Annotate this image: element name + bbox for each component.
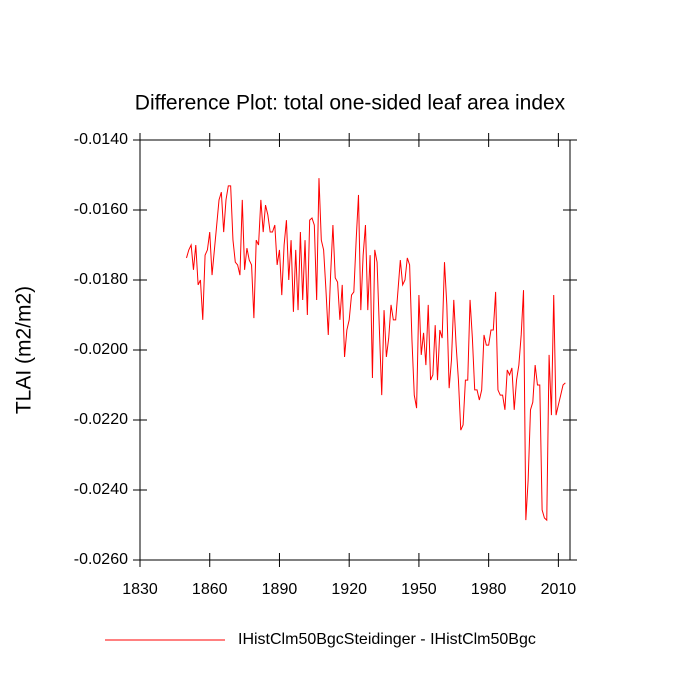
y-tick-label: -0.0180 (74, 271, 128, 288)
legend-label: IHistClm50BgcSteidinger - IHistClm50Bgc (238, 631, 536, 648)
x-tick-label: 2010 (541, 581, 577, 598)
y-tick-label: -0.0220 (74, 411, 128, 428)
x-tick-label: 1920 (331, 581, 367, 598)
chart-title: Difference Plot: total one-sided leaf ar… (135, 92, 566, 115)
y-axis-label: TLAI (m2/m2) (13, 286, 36, 414)
x-tick-label: 1860 (192, 581, 228, 598)
x-tick-label: 1830 (122, 581, 158, 598)
y-tick-label: -0.0240 (74, 481, 128, 498)
y-tick-label: -0.0260 (74, 551, 128, 568)
data-line (186, 178, 566, 522)
x-tick-label: 1890 (262, 581, 298, 598)
y-tick-label: -0.0200 (74, 341, 128, 358)
x-tick-label: 1950 (401, 581, 437, 598)
x-tick-label: 1980 (471, 581, 507, 598)
y-tick-label: -0.0160 (74, 201, 128, 218)
y-tick-label: -0.0140 (74, 131, 128, 148)
